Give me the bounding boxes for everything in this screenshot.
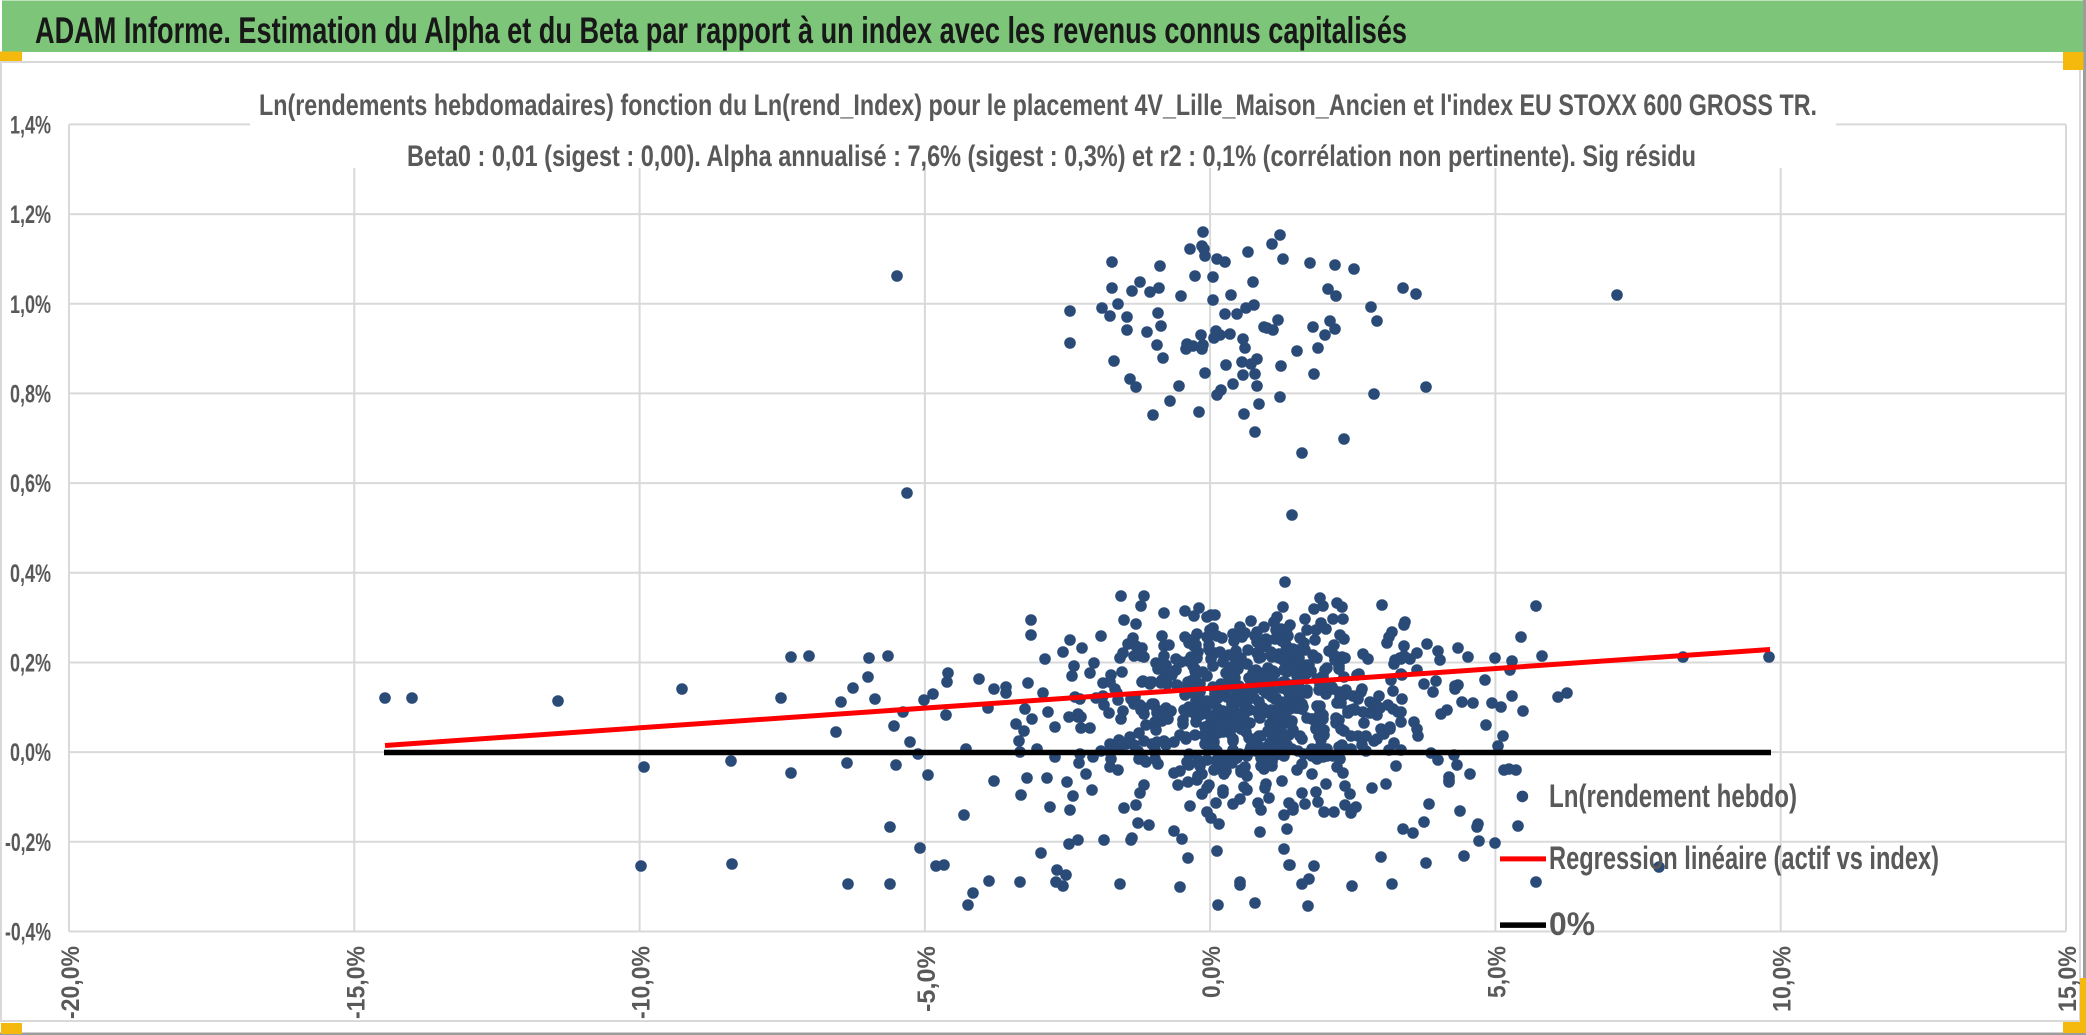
svg-text:-20,0%: -20,0% <box>57 946 85 1019</box>
svg-text:Ln(rendements hebdomadaires) f: Ln(rendements hebdomadaires) fonction du… <box>259 89 1817 122</box>
svg-text:-5,0%: -5,0% <box>913 946 941 1012</box>
svg-text:1,2%: 1,2% <box>10 201 51 229</box>
svg-text:-15,0%: -15,0% <box>342 946 370 1019</box>
svg-text:15,0%: 15,0% <box>2054 946 2082 1012</box>
svg-text:1,0%: 1,0% <box>10 291 51 319</box>
svg-text:-10,0%: -10,0% <box>628 946 656 1019</box>
svg-text:0%: 0% <box>1549 906 1595 942</box>
svg-text:-0,2%: -0,2% <box>5 829 51 857</box>
svg-text:0,2%: 0,2% <box>10 650 51 678</box>
svg-text:0,0%: 0,0% <box>10 739 51 767</box>
svg-text:0,4%: 0,4% <box>10 560 51 588</box>
svg-text:0,0%: 0,0% <box>1198 946 1226 998</box>
svg-text:0,6%: 0,6% <box>10 470 51 498</box>
svg-text:ADAM Informe. Estimation du Al: ADAM Informe. Estimation du Alpha et du … <box>35 10 1407 51</box>
svg-text:Beta0 : 0,01 (sigest : 0,00).: Beta0 : 0,01 (sigest : 0,00). Alpha annu… <box>407 140 1696 173</box>
svg-text:10,0%: 10,0% <box>1769 946 1797 1012</box>
svg-text:5,0%: 5,0% <box>1483 946 1511 998</box>
svg-text:0,8%: 0,8% <box>10 380 51 408</box>
svg-text:-0,4%: -0,4% <box>5 919 51 947</box>
svg-text:Ln(rendement hebdo): Ln(rendement hebdo) <box>1549 778 1797 814</box>
svg-text:1,4%: 1,4% <box>10 111 51 139</box>
svg-text:Regression linéaire (actif vs: Regression linéaire (actif vs index) <box>1549 840 1939 876</box>
